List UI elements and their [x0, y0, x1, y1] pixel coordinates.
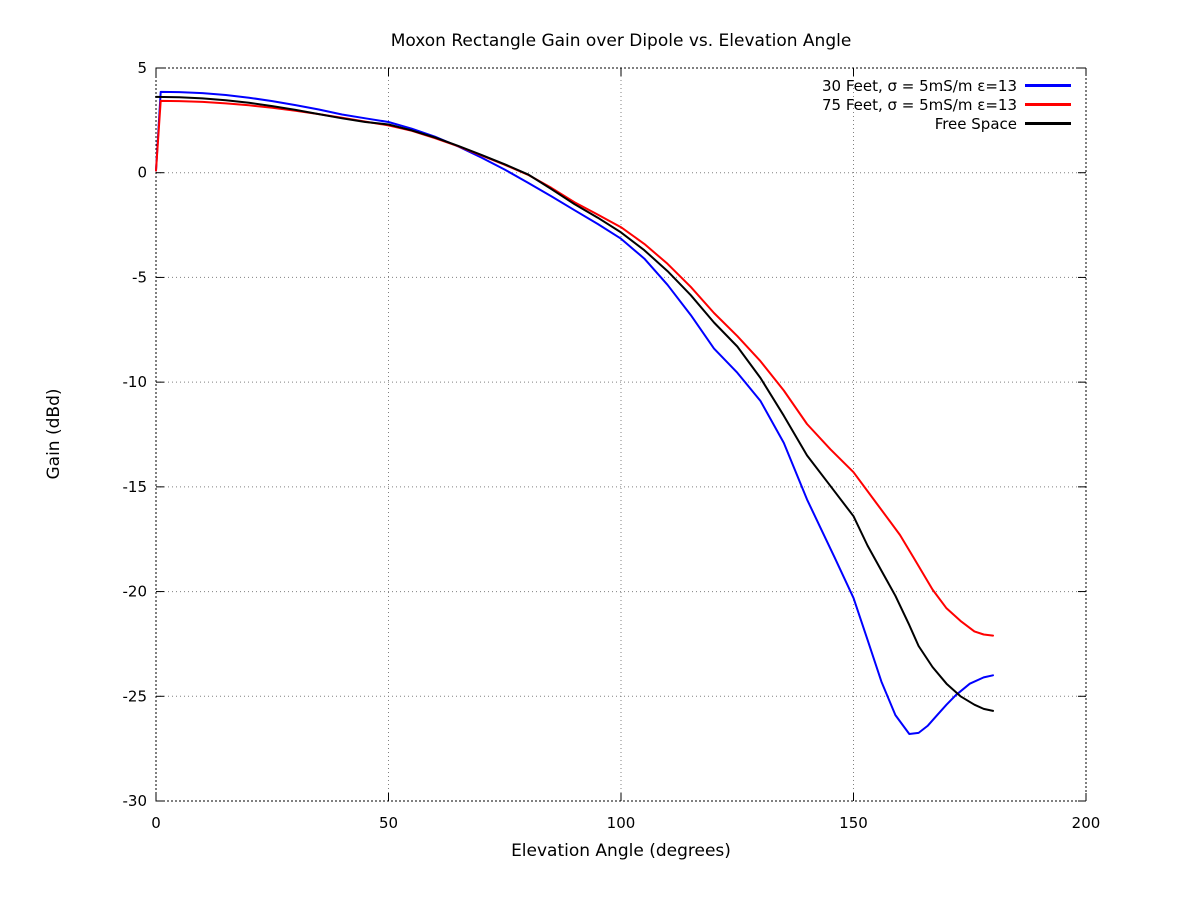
y-tick-label: -5 — [132, 268, 147, 286]
legend-item: Free Space — [822, 114, 1071, 133]
x-tick-label: 100 — [607, 814, 636, 832]
plot-border — [155, 67, 1087, 802]
series-line — [155, 90, 994, 735]
x-axis-label: Elevation Angle (degrees) — [511, 841, 731, 861]
x-tick-label: 0 — [151, 814, 161, 832]
legend-item: 30 Feet, σ = 5mS/m ε=13 — [822, 76, 1071, 95]
x-tick-label: 50 — [379, 814, 398, 832]
legend-line-sample — [1025, 84, 1071, 87]
legend-line-sample — [1025, 122, 1071, 125]
y-tick-label: -10 — [123, 373, 148, 391]
y-tick-label: -30 — [123, 792, 148, 810]
legend-line-sample — [1025, 103, 1071, 106]
y-tick-label: -20 — [123, 583, 148, 601]
x-tick-label: 150 — [839, 814, 868, 832]
series-line — [155, 95, 994, 712]
legend-label: 75 Feet, σ = 5mS/m ε=13 — [821, 95, 1017, 114]
y-tick-label: -25 — [123, 687, 148, 705]
series-line — [155, 99, 994, 637]
x-tick-label: 200 — [1072, 814, 1101, 832]
legend-label: 30 Feet, σ = 5mS/m ε=13 — [821, 76, 1017, 95]
y-tick-label: 0 — [137, 164, 147, 182]
chart-legend: 30 Feet, σ = 5mS/m ε=13 75 Feet, σ = 5mS/… — [822, 76, 1071, 133]
y-tick-label: 5 — [137, 59, 147, 77]
y-tick-label: -15 — [123, 478, 148, 496]
y-axis-label: Gain (dBd) — [44, 388, 64, 480]
chart-title: Moxon Rectangle Gain over Dipole vs. Ele… — [390, 31, 852, 51]
legend-label: Free Space — [934, 114, 1017, 133]
legend-item: 75 Feet, σ = 5mS/m ε=13 — [822, 95, 1071, 114]
